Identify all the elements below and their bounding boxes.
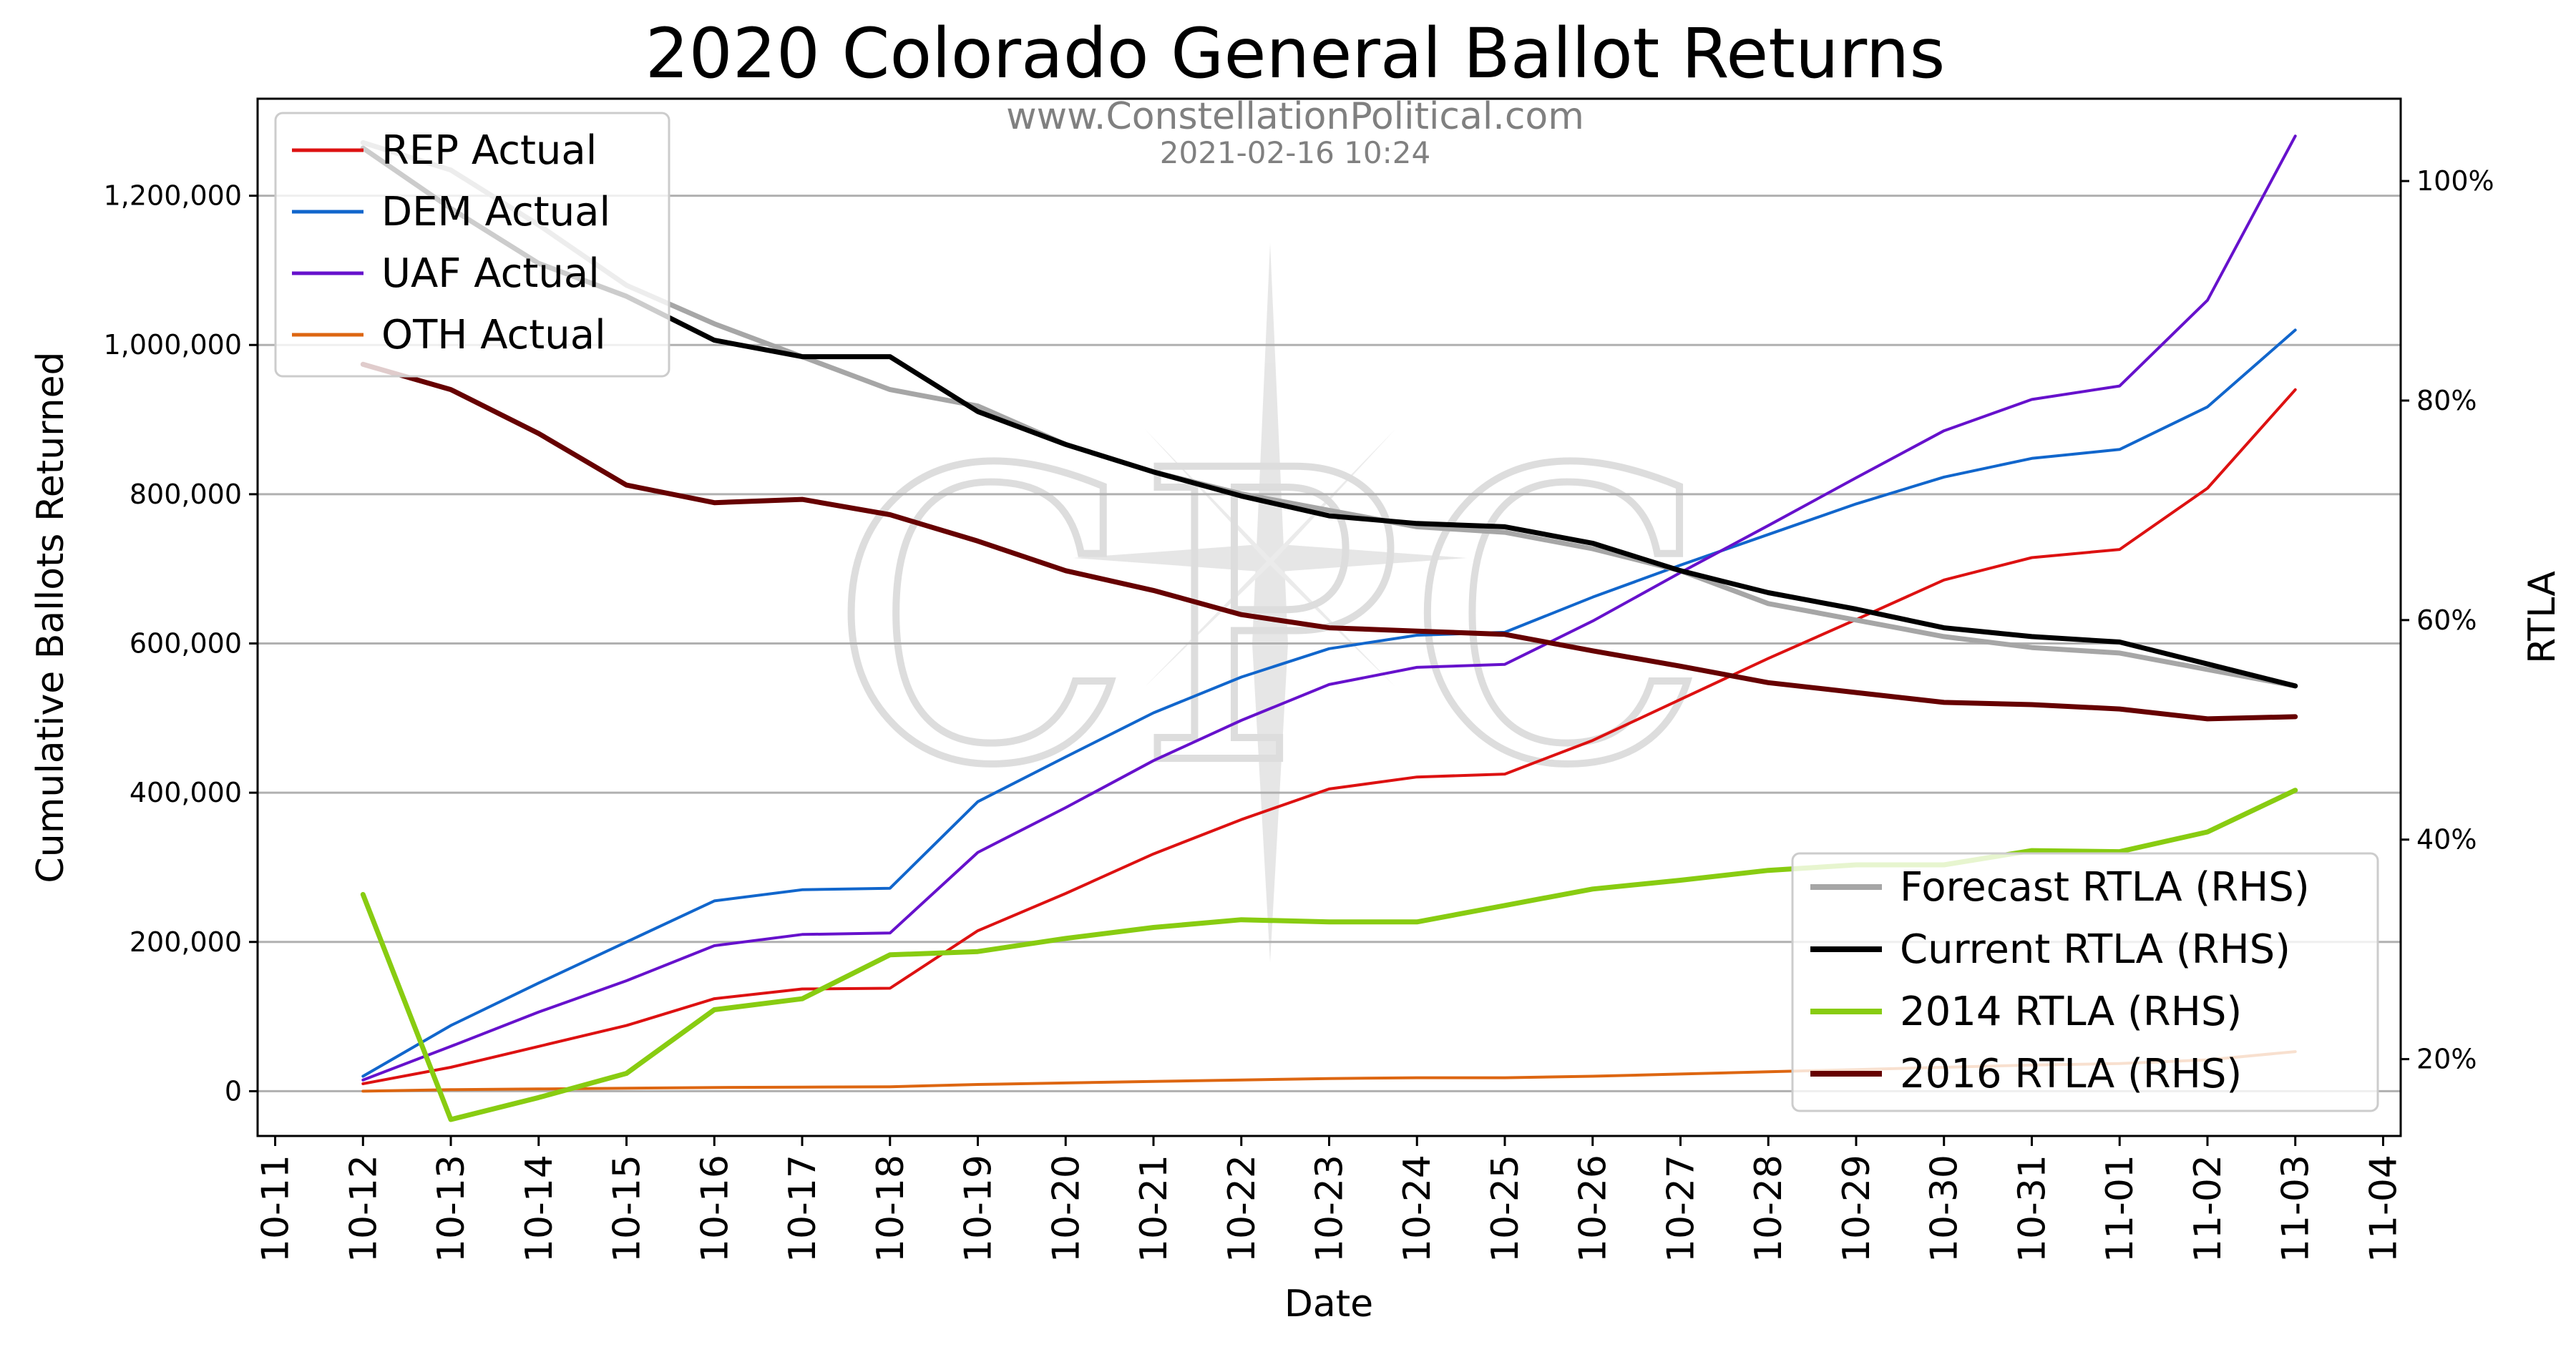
legend-label: REP Actual <box>381 127 597 174</box>
y-tick-label: 200,000 <box>130 926 242 958</box>
legend-label: 2016 RTLA (RHS) <box>1900 1051 2242 1097</box>
y-tick-label: 1,200,000 <box>104 180 242 212</box>
y-tick-label: 600,000 <box>130 628 242 660</box>
x-tick-label: 11-01 <box>2099 1155 2142 1263</box>
x-tick-label: 10-16 <box>693 1155 736 1263</box>
x-tick-label: 10-23 <box>1309 1155 1352 1263</box>
x-tick-label: 10-21 <box>1133 1155 1176 1263</box>
y-axis-label-right: RTLA <box>2521 571 2564 664</box>
legend-rtla: Forecast RTLA (RHS) Current RTLA (RHS) 201… <box>1791 852 2379 1112</box>
compass-star-icon <box>1252 243 1288 962</box>
watermark-timestamp: 2021-02-16 10:24 <box>1160 135 1430 170</box>
y-tick-label: 400,000 <box>130 777 242 808</box>
x-tick-label: 10-20 <box>1045 1155 1088 1263</box>
x-tick-label: 11-02 <box>2187 1155 2230 1263</box>
x-tick-label: 10-13 <box>430 1155 473 1263</box>
x-tick-label: 10-18 <box>869 1155 912 1263</box>
x-tick-label: 10-30 <box>1923 1155 1966 1263</box>
chart-title: 2020 Colorado General Ballot Returns <box>645 14 1946 94</box>
x-tick-label: 10-12 <box>342 1155 385 1263</box>
x-tick-label: 10-24 <box>1396 1155 1439 1263</box>
y-tick-label: 800,000 <box>130 479 242 510</box>
x-tick-label: 10-27 <box>1659 1155 1702 1263</box>
series-line-forecast-rtla-rhs <box>360 139 2298 689</box>
x-tick-label: 10-19 <box>957 1155 1000 1263</box>
legend-actual: REP Actual DEM Actual UAF Actual OTH Actual <box>274 112 670 378</box>
x-tick-label: 11-03 <box>2275 1155 2318 1263</box>
y2-tick-label: 40% <box>2416 824 2477 856</box>
x-tick-label: 10-31 <box>2011 1155 2054 1263</box>
x-tick-label: 10-25 <box>1484 1155 1527 1263</box>
legend-label: Current RTLA (RHS) <box>1900 926 2290 973</box>
y-tick-label: 0 <box>225 1075 242 1107</box>
x-tick-label: 10-15 <box>606 1155 649 1263</box>
x-tick-label: 10-28 <box>1747 1155 1790 1263</box>
legend-label: UAF Actual <box>381 250 600 297</box>
y2-tick-label: 80% <box>2416 385 2477 416</box>
x-axis: 10-11 10-12 10-13 10-14 10-15 10-16 10-17 10-18… <box>255 1136 2405 1263</box>
series-line-uaf-actual <box>361 134 2297 1082</box>
y-axis-right: 20% 40% 60% 80% 100% <box>2401 165 2494 1075</box>
x-tick-label: 10-22 <box>1221 1155 1264 1263</box>
y2-tick-label: 60% <box>2416 604 2477 636</box>
y2-tick-label: 20% <box>2416 1044 2477 1075</box>
y-axis-label-left: Cumulative Ballots Returned <box>29 351 72 883</box>
watermark-site: www.ConstellationPolitical.com <box>1006 95 1584 138</box>
series-line-2016-rtla-rhs <box>360 361 2298 722</box>
legend-label: Forecast RTLA (RHS) <box>1900 864 2310 911</box>
legend-box <box>1791 852 2379 1112</box>
x-tick-label: 10-26 <box>1572 1155 1615 1263</box>
x-tick-label: 11-04 <box>2362 1155 2405 1263</box>
x-tick-label: 10-17 <box>781 1155 824 1263</box>
legend-label: 2014 RTLA (RHS) <box>1900 989 2242 1035</box>
x-axis-label: Date <box>1284 1283 1373 1326</box>
y-tick-label: 1,000,000 <box>104 329 242 361</box>
legend-label: DEM Actual <box>381 189 610 235</box>
x-tick-label: 10-11 <box>255 1155 298 1263</box>
series-line-current-rtla-rhs <box>360 145 2298 689</box>
y2-tick-label: 100% <box>2416 165 2494 197</box>
series-line-rep-actual <box>361 388 2297 1085</box>
x-tick-label: 10-14 <box>518 1155 561 1263</box>
x-tick-label: 10-29 <box>1835 1155 1878 1263</box>
series-line-dem-actual <box>361 328 2297 1078</box>
legend-box <box>274 112 670 378</box>
legend-label: OTH Actual <box>381 312 606 358</box>
compass-star-icon <box>1073 544 1467 572</box>
y-axis-left: 0 200,000 400,000 600,000 800,000 1,000,000 1,… <box>104 180 258 1107</box>
